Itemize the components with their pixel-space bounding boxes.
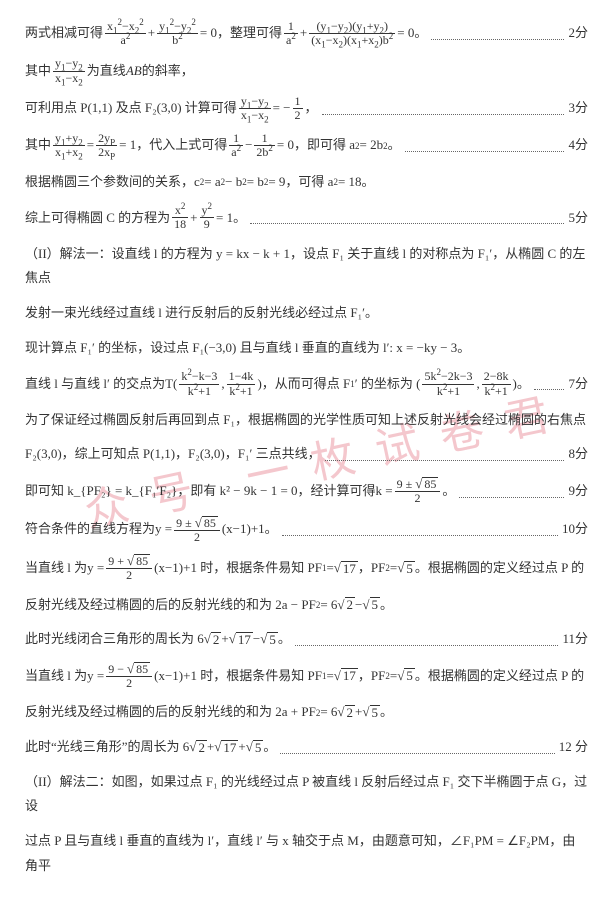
solution-line: （II）解法二：如图，如果过点 F₁ 的光线经过点 P 被直线 l 反射后经过点…: [25, 770, 588, 819]
text: 根据椭圆三个参数间的关系，: [25, 170, 194, 195]
text: 其中: [25, 59, 51, 84]
solution-line: 反射光线及经过椭圆的后的反射光线的和为 2a + PF2 = 62 + 5。: [25, 700, 588, 725]
text: （II）解法一：设直线 l 的方程为 y = kx − k + 1，设点 F₁ …: [25, 242, 588, 291]
points: 4分: [568, 133, 588, 158]
text: 为了保证经过椭圆反射后再回到点 F₁，根据椭圆的光学性质可知上述反射光线会经过椭…: [25, 408, 586, 433]
text: 现计算点 F₁′ 的坐标，设过点 F₁(−3,0) 且与直线 l 垂直的直线为 …: [25, 336, 470, 361]
points: 7分: [568, 372, 588, 397]
points: 9分: [568, 479, 588, 504]
points: 2分: [568, 21, 588, 46]
leader-dots: [459, 485, 564, 498]
solution-line: 过点 P 且与直线 l 垂直的直线为 l′，直线 l′ 与 x 轴交于点 M，由…: [25, 829, 588, 878]
text: 符合条件的直线方程为: [25, 517, 155, 542]
leader-dots: [295, 633, 559, 646]
leader-dots: [534, 378, 565, 391]
solution-line: 直线 l 与直线 l′ 的交点为 T(k2−k−3k2+1, 1−4kk2+1)…: [25, 370, 588, 397]
solution-line: 其中 y1+y2x1+x2= 2yP2xP= 1，代入上式可得 1a2− 12b…: [25, 132, 588, 159]
text: 综上可得椭圆 C 的方程为: [25, 206, 170, 231]
points: 11分: [562, 627, 588, 652]
solution-line: 符合条件的直线方程为 y = 9 ± 852(x−1)+1。 10分: [25, 516, 588, 544]
text: 发射一束光线经过直线 l 进行反射后的反射光线必经过点 F₁′。: [25, 301, 378, 326]
solution-line: 根据椭圆三个参数间的关系， c2 = a2 − b2 = b2 = 9，可得 a…: [25, 170, 588, 195]
leader-dots: [282, 523, 558, 536]
solution-line: 可利用点 P(1,1) 及点 F₂(3,0) 计算可得 y1−y2x1−x2= …: [25, 95, 588, 122]
solution-line: 其中 y1−y2x1−x2 为直线 AB 的斜率，: [25, 57, 588, 84]
text: 直线 l 与直线 l′ 的交点为: [25, 372, 165, 397]
text: 当直线 l 为: [25, 556, 87, 581]
points: 3分: [568, 96, 588, 121]
solution-line: 为了保证经过椭圆反射后再回到点 F₁，根据椭圆的光学性质可知上述反射光线会经过椭…: [25, 408, 588, 433]
solution-line: 此时“光线三角形”的周长为 62 + 17 + 5。 12 分: [25, 735, 588, 760]
solution-line: 两式相减可得 x12−x22a2+ y12−y22b2= 0，整理可得 1a2+…: [25, 20, 588, 47]
leader-dots: [405, 139, 565, 152]
leader-dots: [322, 102, 565, 115]
leader-dots: [431, 27, 564, 40]
solution-line: 当直线 l 为 y = 9 − 852(x−1)+1 时，根据条件易知 PF1 …: [25, 662, 588, 690]
points: 10分: [562, 517, 588, 542]
solution-line: F₂(3,0)，综上可知点 P(1,1)，F₂(3,0)，F₁′ 三点共线， 8…: [25, 442, 588, 467]
leader-dots: [325, 448, 565, 461]
points: 5分: [568, 206, 588, 231]
solution-line: 当直线 l 为 y = 9 + 852(x−1)+1 时，根据条件易知 PF1 …: [25, 554, 588, 582]
solution-line: 现计算点 F₁′ 的坐标，设过点 F₁(−3,0) 且与直线 l 垂直的直线为 …: [25, 336, 588, 361]
text: 当直线 l 为: [25, 664, 87, 689]
text: （II）解法二：如图，如果过点 F₁ 的光线经过点 P 被直线 l 反射后经过点…: [25, 770, 588, 819]
solution-line: 反射光线及经过椭圆的后的反射光线的和为 2a − PF2 = 62 − 5。: [25, 593, 588, 618]
solution-line: （II）解法一：设直线 l 的方程为 y = kx − k + 1，设点 F₁ …: [25, 242, 588, 291]
text: F₂(3,0)，综上可知点 P(1,1)，F₂(3,0)，F₁′ 三点共线，: [25, 442, 321, 467]
text: 其中: [25, 133, 51, 158]
leader-dots: [280, 741, 554, 754]
solution-line: 即可知 k_{PF₂} = k_{F₁′F₂}，即有 k² − 9k − 1 =…: [25, 477, 588, 505]
points: 12 分: [559, 735, 588, 760]
solution-line: 发射一束光线经过直线 l 进行反射后的反射光线必经过点 F₁′。: [25, 301, 588, 326]
text: 可利用点 P(1,1) 及点 F₂(3,0) 计算可得: [25, 96, 237, 121]
points: 8分: [568, 442, 588, 467]
solution-line: 此时光线闭合三角形的周长为 62 + 17 − 5。 11分: [25, 627, 588, 652]
leader-dots: [250, 212, 564, 225]
text: 即可知 k_{PF₂} = k_{F₁′F₂}，即有 k² − 9k − 1 =…: [25, 479, 376, 504]
text: 两式相减可得: [25, 21, 103, 46]
solution-line: 综上可得椭圆 C 的方程为 x218+ y29= 1。 5分: [25, 204, 588, 231]
text: 过点 P 且与直线 l 垂直的直线为 l′，直线 l′ 与 x 轴交于点 M，由…: [25, 829, 588, 878]
